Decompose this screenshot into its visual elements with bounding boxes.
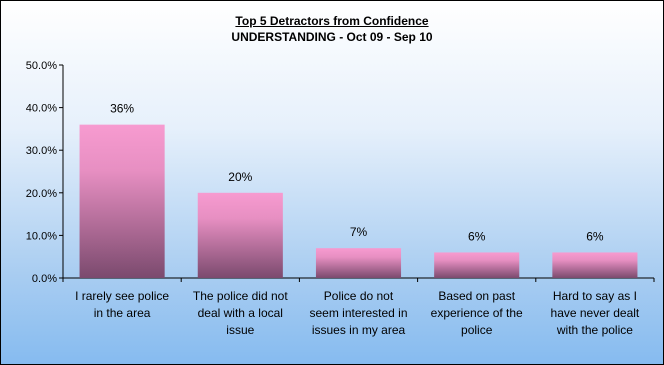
x-tick-label-line: seem interested in — [309, 306, 407, 320]
x-tick-label-line: police — [461, 323, 493, 337]
y-tick-label: 0.0% — [32, 273, 57, 285]
x-tick-label: I rarely see police in the area — [75, 289, 169, 320]
x-tick-label: Police do not seem interested in issues in… — [309, 289, 407, 337]
x-tick-label-line: experience of the — [431, 306, 523, 320]
y-tick-label: 30.0% — [26, 145, 57, 157]
bar — [315, 248, 402, 278]
y-tick-label: 10.0% — [26, 230, 57, 242]
x-tick-label: The police did not deal with a local issue — [193, 289, 288, 337]
x-tick-label-line: Police do not — [324, 289, 394, 303]
x-tick-label-line: deal with a local — [198, 306, 283, 320]
data-label: 6% — [586, 229, 604, 243]
x-tick-label-line: Based on past — [438, 289, 515, 303]
x-tick-label-line: I rarely see police — [75, 289, 169, 303]
x-tick-label-line: issues in my area — [312, 323, 406, 337]
x-tick-label: Hard to say as I have never dealt with the… — [551, 289, 640, 337]
bar — [197, 192, 283, 278]
bar — [552, 252, 638, 278]
x-tick-label-line: with the police — [556, 323, 633, 337]
chart-title: Top 5 Detractors from Confidence — [235, 14, 429, 28]
x-tick-label-line: Hard to say as I — [553, 289, 637, 303]
data-label: 20% — [228, 170, 252, 184]
y-tick-label: 50.0% — [26, 60, 57, 72]
x-tick-label-line: have never dealt — [551, 306, 640, 320]
data-label: 36% — [110, 102, 134, 116]
chart-subtitle: UNDERSTANDING - Oct 09 - Sep 10 — [231, 30, 433, 44]
y-tick-label: 40.0% — [26, 103, 57, 115]
data-label: 6% — [468, 229, 486, 243]
bar — [434, 252, 520, 278]
bar — [79, 124, 165, 278]
y-tick-label: 20.0% — [26, 188, 57, 200]
x-tick-label-line: in the area — [94, 306, 151, 320]
x-tick-label-line: The police did not — [193, 289, 288, 303]
data-label: 7% — [350, 225, 368, 239]
x-tick-label-line: issue — [226, 323, 254, 337]
x-tick-label: Based on past experience of the police — [431, 289, 523, 337]
